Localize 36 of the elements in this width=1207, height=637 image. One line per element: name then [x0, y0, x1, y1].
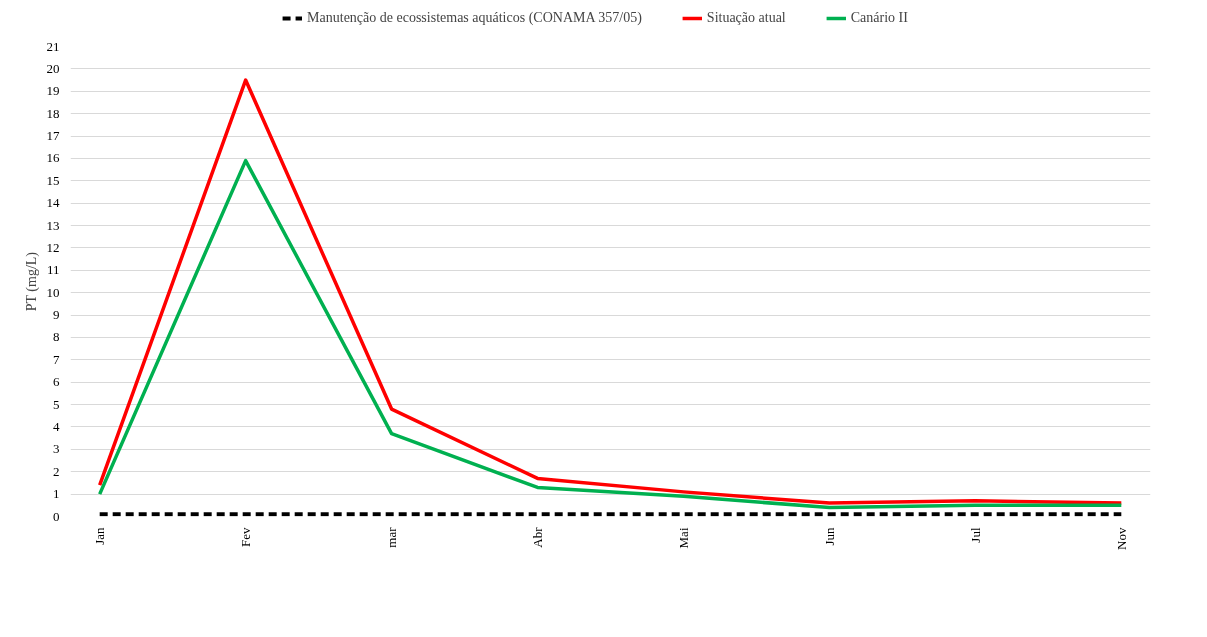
legend-label: Situação atual — [706, 10, 786, 26]
y-tick-label: 3 — [53, 441, 60, 457]
y-tick-label: 12 — [46, 239, 60, 255]
y-tick-label: 10 — [46, 284, 60, 300]
y-tick-label: 0 — [53, 508, 60, 524]
y-tick-label: 14 — [46, 195, 60, 211]
line-series — [97, 158, 1124, 510]
y-tick-label: 7 — [53, 351, 60, 367]
legend-label: Manutenção de ecossistemas aquáticos (CONAMA 357/05) — [307, 10, 642, 26]
x-tick-label: Nov — [1113, 527, 1129, 550]
x-tick-label: Mai — [675, 527, 691, 549]
y-tick-label: 5 — [53, 396, 60, 412]
x-tick-label: Jun — [821, 527, 837, 546]
y-tick-label: 20 — [46, 60, 60, 76]
y-tick-label: 16 — [46, 150, 60, 166]
y-tick-label: 21 — [46, 38, 60, 54]
x-tick-label: Jul — [967, 527, 983, 543]
legend-label: Canário II — [850, 10, 908, 26]
y-tick-label: 13 — [46, 217, 60, 233]
y-tick-label: 18 — [46, 105, 60, 121]
y-tick-label: 4 — [53, 418, 60, 434]
y-tick-label: 15 — [46, 172, 60, 188]
y-tick-label: 2 — [53, 463, 60, 479]
x-tick-label: Jan — [92, 527, 108, 545]
y-tick-label: 11 — [46, 262, 60, 278]
x-tick-label: Fev — [238, 527, 254, 547]
x-tick-label: Abr — [530, 526, 546, 548]
y-tick-label: 6 — [53, 374, 60, 390]
y-tick-label: 9 — [53, 307, 60, 323]
line-series — [97, 78, 1124, 505]
y-tick-label: 1 — [53, 486, 60, 502]
y-axis-title: PT (mg/L) — [23, 251, 40, 312]
y-tick-label: 8 — [53, 329, 60, 345]
y-tick-label: 17 — [46, 128, 60, 144]
y-tick-label: 19 — [46, 83, 60, 99]
x-tick-label: mar — [384, 526, 400, 548]
